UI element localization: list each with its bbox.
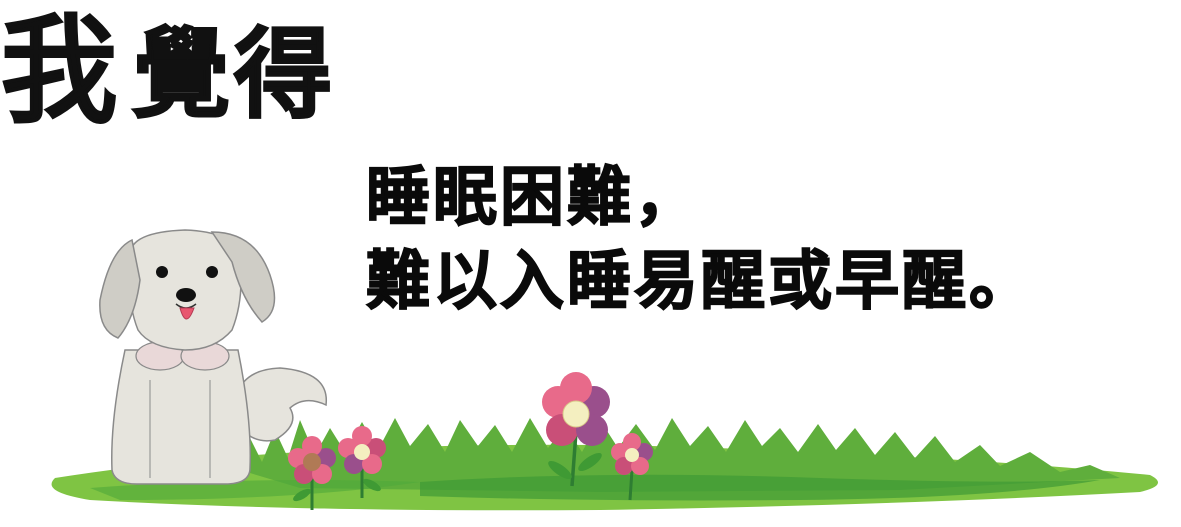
statement-line-2: 難以入睡易醒或早醒。 (365, 244, 1036, 320)
statement-text: 睡眠困難， 難以入睡易醒或早醒。 (365, 156, 1166, 324)
flower-small-2 (338, 426, 386, 498)
heading-char-2: 覺 (131, 18, 231, 132)
flower-small-left (288, 436, 336, 510)
flower-small-right (611, 433, 653, 501)
flower-large (542, 372, 610, 487)
statement-line-1: 睡眠困難， (365, 160, 701, 236)
heading-char-1: 我 (0, 2, 120, 140)
dog (99, 229, 276, 485)
heading-i-feel: 我 覺 得 (0, 4, 360, 134)
heading-char-3: 得 (233, 18, 333, 132)
dog-tail (233, 367, 327, 442)
